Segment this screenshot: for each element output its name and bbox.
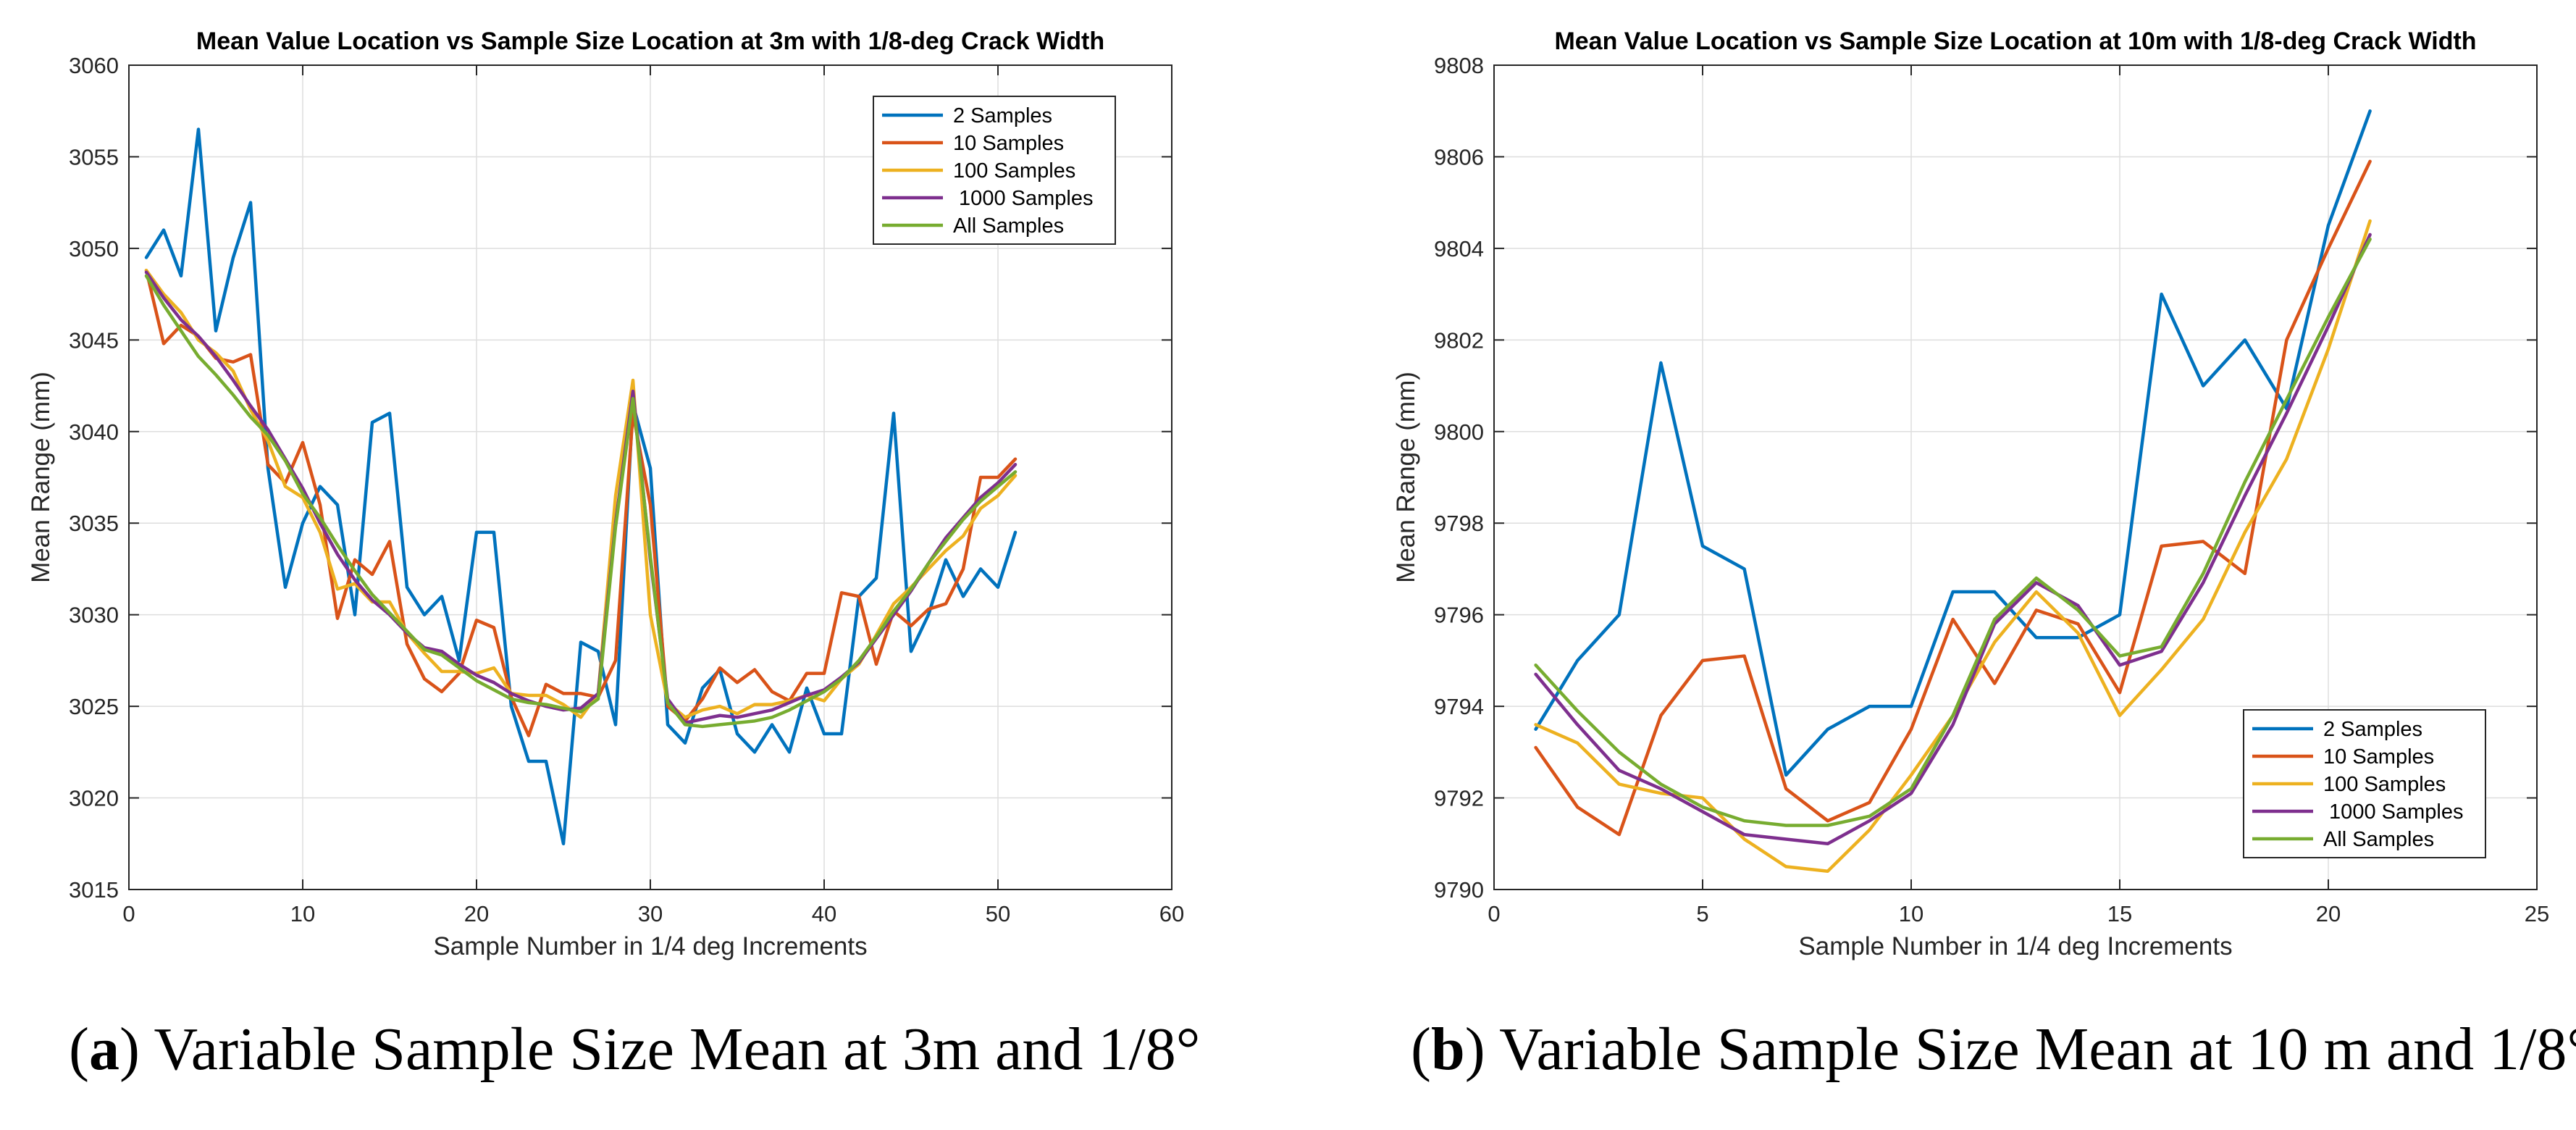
series-line-all-samples	[144, 274, 1018, 729]
y-tick-label: 9794	[1434, 694, 1484, 719]
legend-item: 100 Samples	[882, 159, 1075, 183]
legend-label: 2 Samples	[2323, 718, 2422, 741]
chart-title: Mean Value Location vs Sample Size Locat…	[196, 28, 1104, 55]
x-tick-label: 25	[2525, 901, 2549, 926]
series-line-1000-samples	[1534, 233, 2372, 846]
x-tick-label: 20	[2316, 901, 2341, 926]
x-tick-label: 10	[1899, 901, 1923, 926]
x-tick-label: 0	[122, 901, 135, 926]
y-tick-label: 3045	[69, 327, 119, 353]
y-tick-label: 3030	[69, 603, 119, 628]
y-tick-label: 9802	[1434, 327, 1484, 353]
y-tick-label: 3040	[69, 419, 119, 445]
x-tick-label: 30	[638, 901, 663, 926]
caption-b-letter: b	[1430, 1016, 1465, 1083]
x-tick-label: 0	[1488, 901, 1500, 926]
legend-item: 100 Samples	[2252, 773, 2446, 796]
y-tick-label: 9804	[1434, 236, 1484, 261]
x-tick-label: 5	[1696, 901, 1708, 926]
legend-item: 10 Samples	[882, 132, 1064, 155]
caption-a-letter: a	[88, 1016, 119, 1083]
y-tick-label: 3055	[69, 144, 119, 170]
caption-b: (b) Variable Sample Size Mean at 10 m an…	[1411, 1014, 2576, 1084]
y-tick-label: 3060	[69, 53, 119, 78]
chart-panel-a: 0 10 20 30 40 50 60 3015 3020 3025 3030 3035 3040 304…	[27, 28, 1201, 1083]
y-tick-label: 3025	[69, 694, 119, 719]
y-tick-label: 9792	[1434, 786, 1484, 811]
series-line-2-samples	[144, 127, 1018, 846]
legend-item: All Samples	[2252, 828, 2434, 851]
legend-item: 10 Samples	[2252, 745, 2434, 769]
legend-label: 1000 Samples	[953, 187, 1093, 210]
x-tick-label: 10	[290, 901, 315, 926]
series-line-2-samples	[1534, 109, 2372, 777]
ticks: 0 5 10 15 20 25 9790 9792 9794 9796 9798 9800 9802 98…	[1434, 53, 2549, 926]
y-tick-label: 3035	[69, 511, 119, 536]
chart-panel-b: 0 5 10 15 20 25 9790 9792 9794 9796 9798 9800 9802 98…	[1288, 0, 2576, 1130]
legend-item: 2 Samples	[882, 104, 1052, 127]
x-tick-label: 20	[464, 901, 489, 926]
y-tick-label: 3015	[69, 877, 119, 903]
chart-b: 0 5 10 15 20 25 9790 9792 9794 9796 9798 9800 9802 98…	[1392, 28, 2549, 960]
x-axis-label: Sample Number in 1/4 deg Increments	[433, 932, 867, 960]
y-tick-label: 9806	[1434, 144, 1484, 170]
y-tick-label: 3050	[69, 236, 119, 261]
y-tick-label: 9796	[1434, 603, 1484, 628]
series-group	[1534, 109, 2372, 873]
axes-box	[1493, 64, 2538, 890]
y-tick-label: 9808	[1434, 53, 1484, 78]
legend-item: 1000 Samples	[2252, 800, 2463, 824]
y-tick-label: 9800	[1434, 419, 1484, 445]
x-tick-label: 40	[812, 901, 836, 926]
ticks: 0 10 20 30 40 50 60301530203025303030353040304…	[69, 53, 1184, 926]
legend-item: 2 Samples	[2252, 718, 2422, 741]
legend-label: All Samples	[2323, 828, 2434, 851]
legend-label: All Samples	[953, 214, 1064, 238]
series-group	[144, 127, 1018, 846]
caption-b-text: Variable Sample Size Mean at 10 m and 1/…	[1485, 1016, 2576, 1083]
legend-label: 10 Samples	[953, 132, 1064, 155]
x-tick-label: 50	[986, 901, 1010, 926]
legend-label: 10 Samples	[2323, 745, 2434, 769]
legend-label: 2 Samples	[953, 104, 1052, 127]
y-tick-label: 9790	[1434, 877, 1484, 903]
series-line-all-samples	[1534, 237, 2372, 827]
caption-a-text: Variable Sample Size Mean at 3m and 1/8°	[139, 1016, 1201, 1083]
chart-a: 0 10 20 30 40 50 60301530203025303030353040304…	[27, 28, 1184, 960]
y-axis-label: Mean Range (mm)	[27, 372, 55, 583]
y-axis-label: Mean Range (mm)	[1392, 372, 1420, 583]
y-tick-label: 3020	[69, 786, 119, 811]
x-tick-label: 15	[2107, 901, 2132, 926]
x-tick-label: 60	[1159, 901, 1184, 926]
chart-title: Mean Value Location vs Sample Size Locat…	[1554, 28, 2476, 55]
x-axis-label: Sample Number in 1/4 deg Increments	[1798, 932, 2232, 960]
legend-label: 1000 Samples	[2323, 800, 2463, 824]
legend-item: All Samples	[882, 214, 1064, 238]
legend-item: 1000 Samples	[882, 187, 1093, 210]
legend: 2 Samples 10 Samples 100 Samples 1000 Samp…	[873, 96, 1116, 245]
legend-label: 100 Samples	[2323, 773, 2446, 796]
y-tick-label: 9798	[1434, 511, 1484, 536]
legend-label: 100 Samples	[953, 159, 1075, 183]
legend: 2 Samples 10 Samples 100 Samples 1000 Samp…	[2243, 709, 2486, 858]
caption-a: (a) Variable Sample Size Mean at 3m and …	[69, 1016, 1201, 1083]
